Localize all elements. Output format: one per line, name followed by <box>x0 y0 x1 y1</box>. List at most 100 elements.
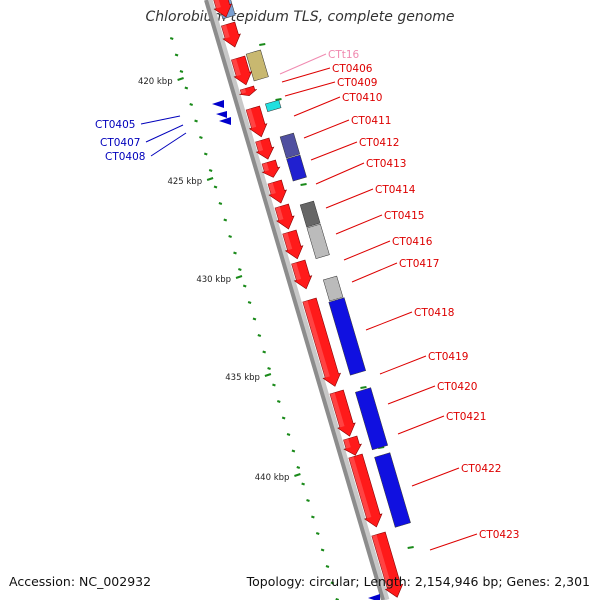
gene-arrow-forward <box>343 435 362 456</box>
gene-label-ct0415: CT0415 <box>384 210 424 222</box>
scale-dot <box>296 466 301 469</box>
gene-label-ct0405: CT0405 <box>95 119 135 131</box>
gene-arrow-forward-shape <box>231 55 253 86</box>
scale-dot <box>291 449 296 453</box>
gene-label-ct0416: CT0416 <box>392 236 433 248</box>
gene-arrow-forward-shine <box>275 206 284 221</box>
gene-arrow-forward <box>212 0 233 18</box>
scale-dot <box>301 482 305 486</box>
gene-label-ct0417: CT0417 <box>399 258 439 270</box>
gene-arrow-forward-shape <box>302 297 342 387</box>
gene-arrow-forward-shape <box>239 85 257 96</box>
gene-arrow-forward-shape <box>220 21 241 48</box>
gene-arrow-forward-shine <box>262 162 270 172</box>
gene-arrow-forward-shape <box>371 531 404 598</box>
gene-arrow-forward <box>274 203 295 230</box>
scale-tick-label: 435 kbp <box>225 373 260 383</box>
scale-dot <box>320 548 325 552</box>
feature-box-cat-a <box>245 49 269 82</box>
gene-label-ct0422: CT0422 <box>461 463 501 475</box>
leader-line <box>279 53 327 75</box>
scale-tick-label: 440 kbp <box>255 473 290 483</box>
scale-tick-label: 425 kbp <box>167 177 202 187</box>
gene-arrow-forward-shine <box>231 58 241 77</box>
gene-arrow-forward <box>371 531 404 598</box>
gene-label-ct0413: CT0413 <box>366 158 406 170</box>
gene-arrow-forward-shine <box>246 108 257 129</box>
gene-arrow-reverse <box>212 100 224 108</box>
scale-dot <box>238 268 242 271</box>
gene-arrow-forward-shape <box>291 259 313 290</box>
gene-label-ct0411: CT0411 <box>351 115 391 127</box>
feature-box-cat-f <box>306 223 330 259</box>
scale-dot <box>194 119 198 123</box>
scale-dot <box>315 532 320 535</box>
feature-box-cat-h <box>328 297 366 376</box>
gene-arrow-forward-shape <box>255 137 275 160</box>
gene-arrow-forward-shine <box>343 438 351 449</box>
gene-arrow-forward-shine <box>212 0 221 9</box>
leader-line <box>411 467 460 487</box>
scale-dot <box>174 53 179 57</box>
feature-box-cat-h-rect <box>328 297 366 376</box>
gene-arrow-forward <box>291 259 313 290</box>
gene-arrow-forward-shape <box>245 105 268 138</box>
scale-dot <box>189 103 193 106</box>
scale-tick-mark <box>206 177 214 181</box>
feature-box-cat-c-rect <box>279 132 301 159</box>
feature-box-cat-f-rect <box>306 223 330 259</box>
feature-box-cat-j <box>374 452 411 528</box>
scale-dot <box>242 284 247 288</box>
leader-line <box>351 262 398 283</box>
gene-label-ct0420: CT0420 <box>437 381 477 393</box>
leader-line <box>284 81 336 97</box>
gene-arrow-forward-shape <box>267 179 287 204</box>
scale-dot <box>272 383 276 387</box>
leader-line <box>387 385 436 405</box>
gene-arrow-forward-shine <box>329 392 345 428</box>
scale-dots <box>169 37 340 600</box>
scale-tick-mark <box>264 373 272 377</box>
scale-tick-mark <box>294 473 301 477</box>
gene-label-ct0414: CT0414 <box>375 184 416 196</box>
gene-arrow-forward-shine <box>371 534 393 589</box>
scale-dot <box>306 499 310 502</box>
gene-arrow-forward-shape <box>261 159 281 178</box>
gene-arrow-reverse <box>219 117 231 125</box>
genome-summary-text: Topology: circular; Length: 2,154,946 bp… <box>246 574 590 589</box>
gene-label-ct0423: CT0423 <box>479 529 519 541</box>
feature-box-cat-d-rect <box>286 154 307 182</box>
gene-arrow-forward-shine <box>291 262 302 281</box>
scale-dot <box>169 37 174 40</box>
gene-label-ct0406: CT0406 <box>332 63 373 75</box>
leader-line <box>315 162 365 185</box>
scale-dot <box>276 400 281 403</box>
gene-arrow-forward <box>348 453 383 528</box>
strand-tick-mark <box>275 98 282 101</box>
scale-dot <box>228 235 232 238</box>
strand-tick-mark <box>407 546 414 549</box>
gene-arrow-forward <box>329 389 356 437</box>
leader-line <box>145 124 184 143</box>
scale-tick-mark <box>235 275 243 279</box>
scale-dot <box>218 202 223 205</box>
gene-arrow-forward-shine <box>267 182 276 195</box>
scale-dot <box>208 169 213 172</box>
scale-dot <box>281 416 286 420</box>
feature-boxes <box>215 0 411 528</box>
leader-line <box>429 533 478 551</box>
leader-line <box>303 119 350 139</box>
gene-arrow-forward <box>231 55 253 86</box>
gene-arrow-forward-shine <box>348 456 372 519</box>
scale-dot <box>325 565 330 568</box>
leader-line <box>397 415 445 435</box>
gene-arrow-forward-shine <box>240 88 247 94</box>
gene-arrow-forward-shape <box>348 453 383 528</box>
scale-tick-mark <box>177 77 184 81</box>
scale-dot <box>179 70 184 73</box>
feature-box-cat-i-rect <box>355 387 389 451</box>
strand-tick-mark <box>300 183 307 186</box>
scale-dot <box>203 152 208 156</box>
feature-box-cat-b <box>265 99 282 112</box>
strand-tick-mark <box>360 386 367 389</box>
